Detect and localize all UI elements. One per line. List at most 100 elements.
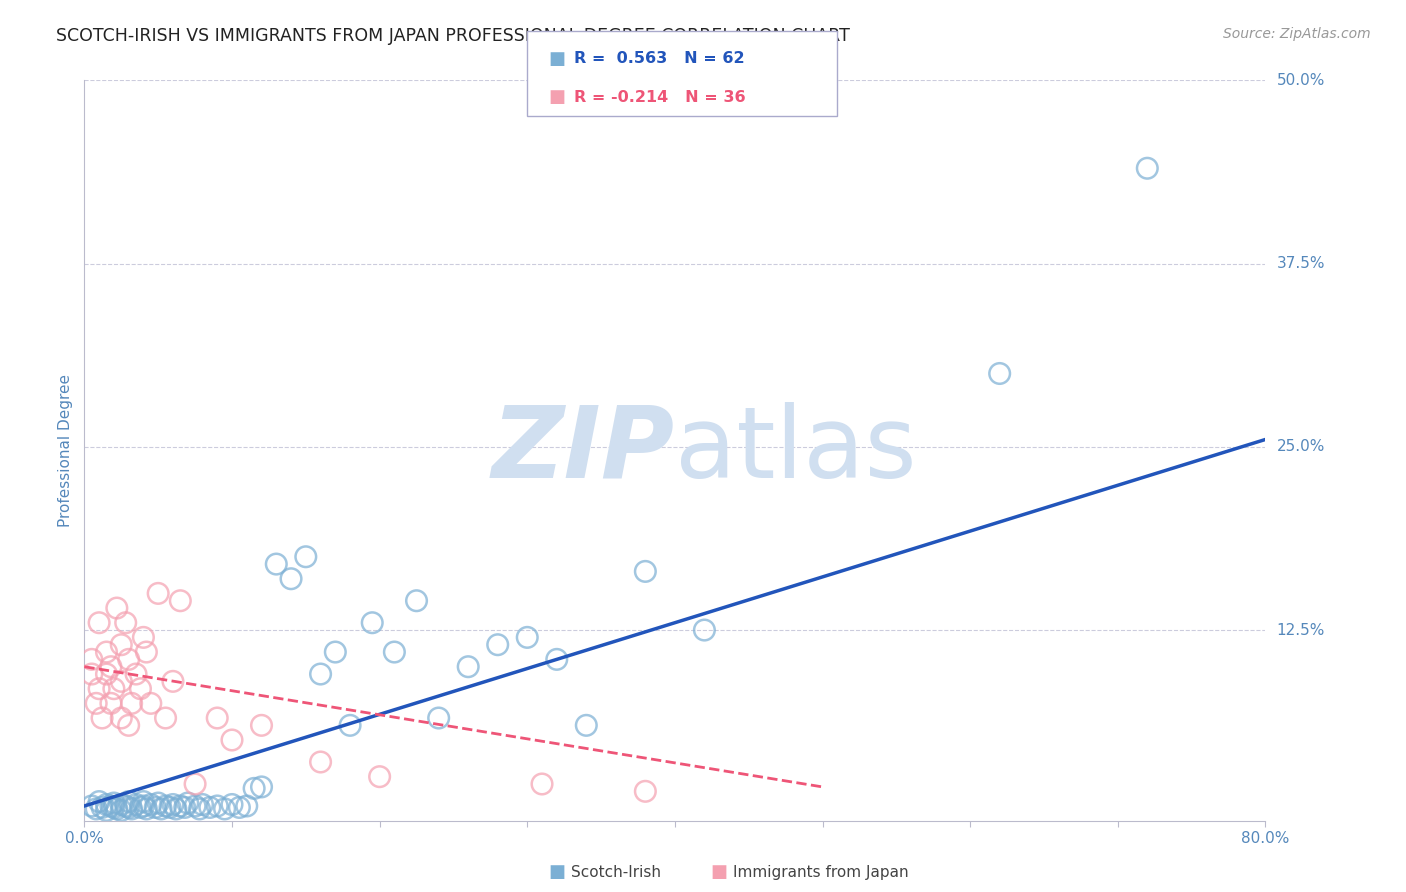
Point xyxy=(135,802,157,816)
Point xyxy=(693,623,716,637)
Point xyxy=(103,800,125,814)
Point xyxy=(531,777,554,791)
Point xyxy=(110,674,132,689)
Point xyxy=(368,770,391,784)
Point xyxy=(243,781,266,796)
Point xyxy=(159,800,181,814)
Point xyxy=(221,733,243,747)
Point xyxy=(173,800,195,814)
Text: Immigrants from Japan: Immigrants from Japan xyxy=(733,865,908,880)
Point xyxy=(87,615,111,630)
Point xyxy=(486,638,509,652)
Point xyxy=(250,718,273,732)
Point xyxy=(132,795,155,809)
Text: atlas: atlas xyxy=(675,402,917,499)
Point xyxy=(121,802,143,816)
Point xyxy=(214,802,236,816)
Point xyxy=(139,697,162,711)
Point xyxy=(165,802,187,816)
Text: R =  0.563   N = 62: R = 0.563 N = 62 xyxy=(574,52,744,66)
Point xyxy=(91,800,114,814)
Point xyxy=(91,711,114,725)
Text: 12.5%: 12.5% xyxy=(1277,623,1324,638)
Point xyxy=(125,667,148,681)
Point xyxy=(169,799,191,814)
Point xyxy=(87,681,111,696)
Text: ZIP: ZIP xyxy=(492,402,675,499)
Text: ■: ■ xyxy=(710,863,727,881)
Point xyxy=(325,645,347,659)
Point xyxy=(129,681,152,696)
Point xyxy=(309,667,332,681)
Point xyxy=(546,652,568,666)
Point xyxy=(96,803,118,817)
Point xyxy=(80,652,103,666)
Point xyxy=(143,800,166,814)
Point xyxy=(155,799,177,814)
Point xyxy=(114,799,136,814)
Point xyxy=(103,681,125,696)
Text: ■: ■ xyxy=(548,88,565,106)
Point xyxy=(132,631,155,645)
Point xyxy=(221,797,243,812)
Point xyxy=(191,797,214,812)
Text: SCOTCH-IRISH VS IMMIGRANTS FROM JAPAN PROFESSIONAL DEGREE CORRELATION CHART: SCOTCH-IRISH VS IMMIGRANTS FROM JAPAN PR… xyxy=(56,27,851,45)
Point xyxy=(295,549,318,564)
Point xyxy=(110,803,132,817)
Point xyxy=(84,697,107,711)
Point xyxy=(84,802,107,816)
Point xyxy=(1136,161,1159,176)
Point xyxy=(118,718,141,732)
Text: ■: ■ xyxy=(548,50,565,68)
Point xyxy=(135,645,157,659)
Point xyxy=(382,645,406,659)
Point xyxy=(125,797,148,812)
Point xyxy=(80,667,103,681)
Point xyxy=(148,586,170,600)
Point xyxy=(339,718,361,732)
Point xyxy=(207,799,229,814)
Point xyxy=(103,796,125,810)
Point xyxy=(634,565,657,579)
Point xyxy=(139,797,162,812)
Point xyxy=(118,652,141,666)
Point xyxy=(427,711,450,725)
Point xyxy=(100,659,122,673)
Point xyxy=(184,777,207,791)
Point xyxy=(207,711,229,725)
Point xyxy=(177,796,200,810)
Text: Source: ZipAtlas.com: Source: ZipAtlas.com xyxy=(1223,27,1371,41)
Point xyxy=(96,667,118,681)
Point xyxy=(132,799,155,814)
Point xyxy=(188,802,211,816)
Point xyxy=(162,674,184,689)
Text: 50.0%: 50.0% xyxy=(1277,73,1324,87)
Text: 25.0%: 25.0% xyxy=(1277,439,1324,454)
Text: R = -0.214   N = 36: R = -0.214 N = 36 xyxy=(574,90,745,104)
Point xyxy=(457,659,479,673)
Point xyxy=(110,797,132,812)
Point xyxy=(988,367,1011,381)
Point xyxy=(110,638,132,652)
Point xyxy=(96,797,118,812)
Text: 37.5%: 37.5% xyxy=(1277,256,1324,271)
Point xyxy=(118,800,141,814)
Point xyxy=(114,615,136,630)
Point xyxy=(105,802,128,816)
Point xyxy=(280,572,302,586)
Point xyxy=(405,593,427,607)
Point xyxy=(198,800,221,814)
Point xyxy=(155,711,177,725)
Point xyxy=(118,795,141,809)
Point xyxy=(148,796,170,810)
Point xyxy=(634,784,657,798)
Point xyxy=(169,593,191,607)
Point xyxy=(150,802,173,816)
Point xyxy=(575,718,598,732)
Point xyxy=(184,799,207,814)
Point xyxy=(121,697,143,711)
Point xyxy=(266,557,288,571)
Point xyxy=(96,645,118,659)
Text: ■: ■ xyxy=(548,863,565,881)
Point xyxy=(100,799,122,814)
